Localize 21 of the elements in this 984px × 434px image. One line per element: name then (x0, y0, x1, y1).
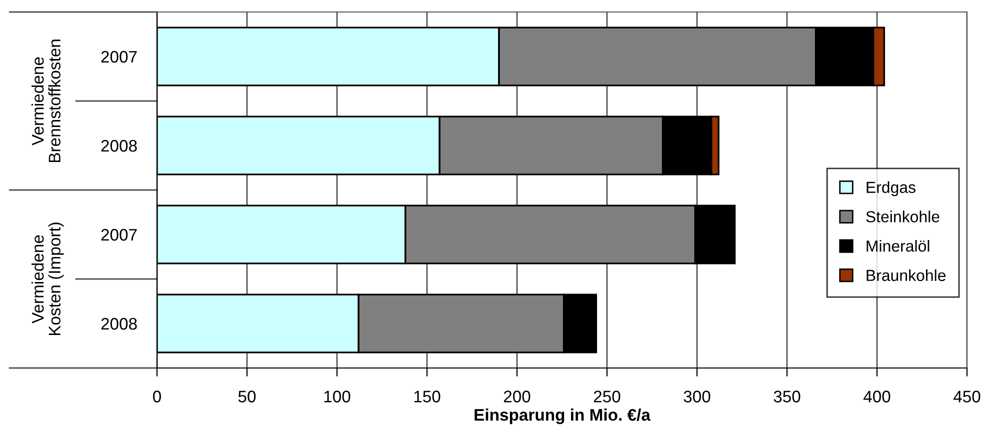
y-tick-label: 2008 (101, 140, 137, 152)
x-axis-title: Einsparung in Mio. €/a (474, 408, 651, 424)
y-tick-label: 2008 (101, 318, 137, 330)
x-tick-label: 400 (863, 390, 890, 402)
x-tick-label: 50 (238, 390, 256, 402)
x-tick-label: 300 (684, 390, 710, 402)
x-tick-label: 150 (414, 390, 440, 402)
text: Vermiedene Kosten (Import) (32, 222, 64, 336)
x-tick-label: 0 (153, 390, 161, 402)
y-tick-label: 2007 (101, 228, 137, 241)
x-tick-label: 200 (504, 390, 530, 402)
legend-label: Erdgas (866, 181, 916, 196)
text: Vermiedene Brennstoffkosten (32, 40, 60, 162)
x-tick-label: 100 (324, 390, 350, 402)
x-tick-label: 250 (594, 390, 620, 402)
legend-label: Mineralöl (866, 240, 930, 252)
y-tick-label: 2007 (101, 50, 137, 63)
legend-label: Braunkohle (866, 269, 946, 282)
legend-label: Steinkohle (866, 210, 940, 222)
x-tick-label: 350 (774, 390, 800, 402)
x-tick-label: 450 (953, 390, 980, 402)
